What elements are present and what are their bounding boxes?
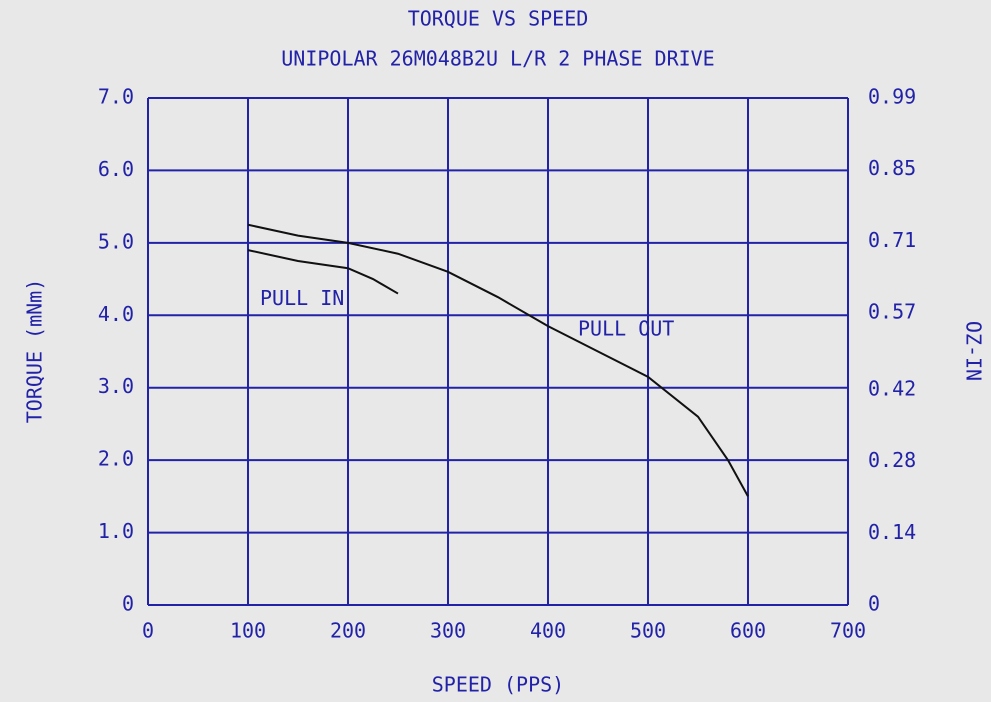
x-tick-label: 100 (230, 619, 266, 643)
x-tick-label: 500 (630, 619, 666, 643)
y2-axis-label: OZ-IN (962, 321, 986, 381)
x-axis-label: SPEED (PPS) (432, 673, 564, 697)
y-tick-label: 1.0 (98, 519, 134, 543)
y-tick-label: 3.0 (98, 374, 134, 398)
y2-tick-label: 0.28 (868, 448, 916, 472)
chart-subtitle: UNIPOLAR 26M048B2U L/R 2 PHASE DRIVE (281, 47, 714, 71)
x-tick-label: 300 (430, 619, 466, 643)
y-axis-label: TORQUE (mNm) (23, 279, 47, 424)
y2-tick-label: 0.57 (868, 300, 916, 324)
chart-title: TORQUE VS SPEED (408, 7, 589, 31)
series-label: PULL IN (260, 286, 344, 310)
x-tick-label: 600 (730, 619, 766, 643)
line (247, 223, 749, 497)
line (247, 249, 399, 295)
x-tick-label: 200 (330, 619, 366, 643)
y-tick-label: 7.0 (98, 85, 134, 109)
x-tick-label: 0 (142, 619, 154, 643)
y2-tick-label: 0 (868, 592, 880, 616)
y2-tick-label: 0.14 (868, 520, 916, 544)
y2-tick-label: 0.42 (868, 376, 916, 400)
series-label: PULL OUT (578, 316, 674, 340)
y2-tick-label: 0.71 (868, 228, 916, 252)
y2-tick-label: 0.99 (868, 85, 916, 109)
y-tick-label: 6.0 (98, 157, 134, 181)
x-tick-label: 400 (530, 619, 566, 643)
x-tick-label: 700 (830, 619, 866, 643)
y-tick-label: 0 (122, 592, 134, 616)
y2-tick-label: 0.85 (868, 156, 916, 180)
y-tick-label: 4.0 (98, 302, 134, 326)
y-tick-label: 5.0 (98, 229, 134, 253)
y-tick-label: 2.0 (98, 447, 134, 471)
